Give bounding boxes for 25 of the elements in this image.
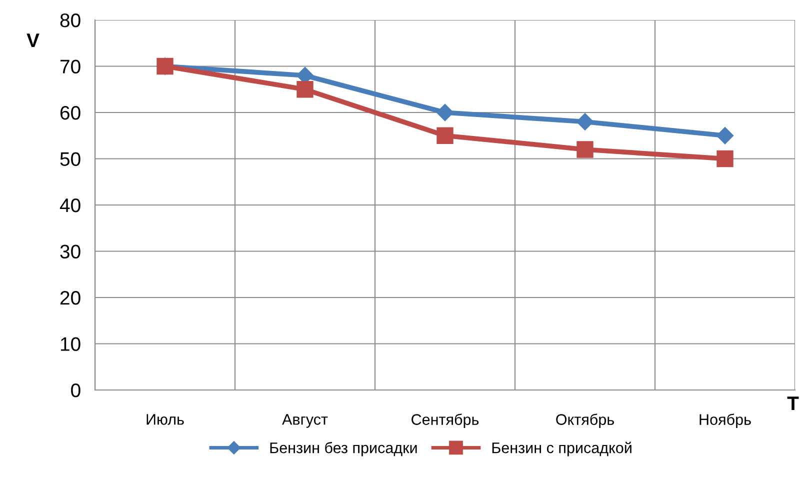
y-tick-label: 40 [60, 198, 80, 212]
legend-label: Бензин без присадки [270, 442, 417, 456]
y-tick-label: 0 [71, 383, 80, 398]
point [716, 150, 734, 168]
x-tick-label: Август [282, 414, 328, 428]
y-tick-label: 60 [60, 106, 80, 120]
y-tick-label: 10 [60, 337, 80, 351]
point [576, 141, 594, 158]
point [576, 113, 594, 130]
x-tick-label: Сентябрь [412, 414, 479, 428]
x-axis-title: T [787, 396, 799, 410]
y-tick-label: 50 [60, 152, 80, 166]
x-tick-label: Октябрь [556, 414, 614, 428]
y-axis-title: V [26, 34, 40, 48]
x-tick-label: Июль [146, 414, 184, 425]
point [296, 81, 314, 98]
x-tick-label: Ноябрь [700, 414, 751, 428]
y-tick-label: 30 [60, 244, 80, 258]
point [436, 104, 454, 122]
legend-label: Бензин с присадкой [492, 442, 632, 456]
y-tick-label: 80 [60, 13, 80, 28]
point [716, 127, 734, 144]
y-tick-label: 20 [60, 290, 80, 305]
point [436, 127, 454, 144]
y-tick-label: 70 [60, 60, 80, 74]
